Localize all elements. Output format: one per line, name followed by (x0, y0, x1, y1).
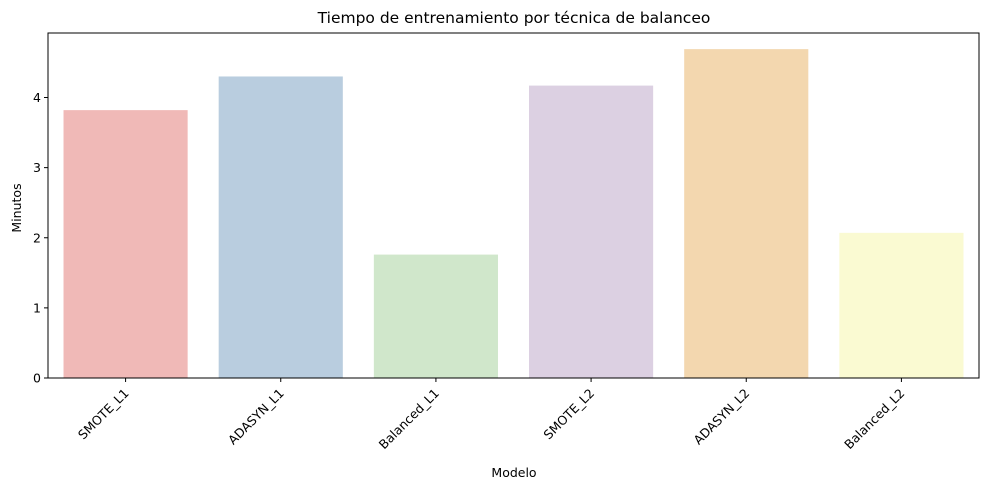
y-axis-label: Minutos (9, 183, 24, 232)
bar-balanced-l2 (839, 232, 964, 378)
x-tick-label: SMOTE_L1 (75, 386, 132, 443)
chart-title: Tiempo de entrenamiento por técnica de b… (317, 9, 711, 27)
y-tick-label: 2 (33, 230, 41, 245)
y-tick-label: 3 (33, 160, 41, 175)
x-tick-label: ADASYN_L1 (225, 386, 287, 448)
y-tick-label: 1 (33, 300, 41, 315)
plot-frame (47, 32, 980, 379)
bar-balanced-l1 (373, 254, 498, 378)
y-tick-label: 0 (33, 371, 41, 386)
x-tick-label: ADASYN_L2 (690, 386, 752, 448)
x-axis: SMOTE_L1 ADASYN_L1 Balanced_L1 SMOTE_L2 ADAS… (75, 378, 908, 452)
x-tick-label: Balanced_L1 (376, 386, 442, 452)
bar-smote-l2 (529, 85, 654, 378)
y-axis: 0 1 2 3 4 (33, 90, 48, 386)
bar-adasyn-l2 (684, 49, 809, 378)
bar-smote-l1 (63, 110, 188, 378)
x-axis-label: Modelo (491, 465, 536, 480)
bars-group (63, 49, 964, 378)
x-tick-label: SMOTE_L2 (540, 386, 597, 443)
y-tick-label: 4 (33, 90, 41, 105)
x-tick-label: Balanced_L2 (841, 386, 907, 452)
bar-adasyn-l1 (218, 76, 343, 378)
